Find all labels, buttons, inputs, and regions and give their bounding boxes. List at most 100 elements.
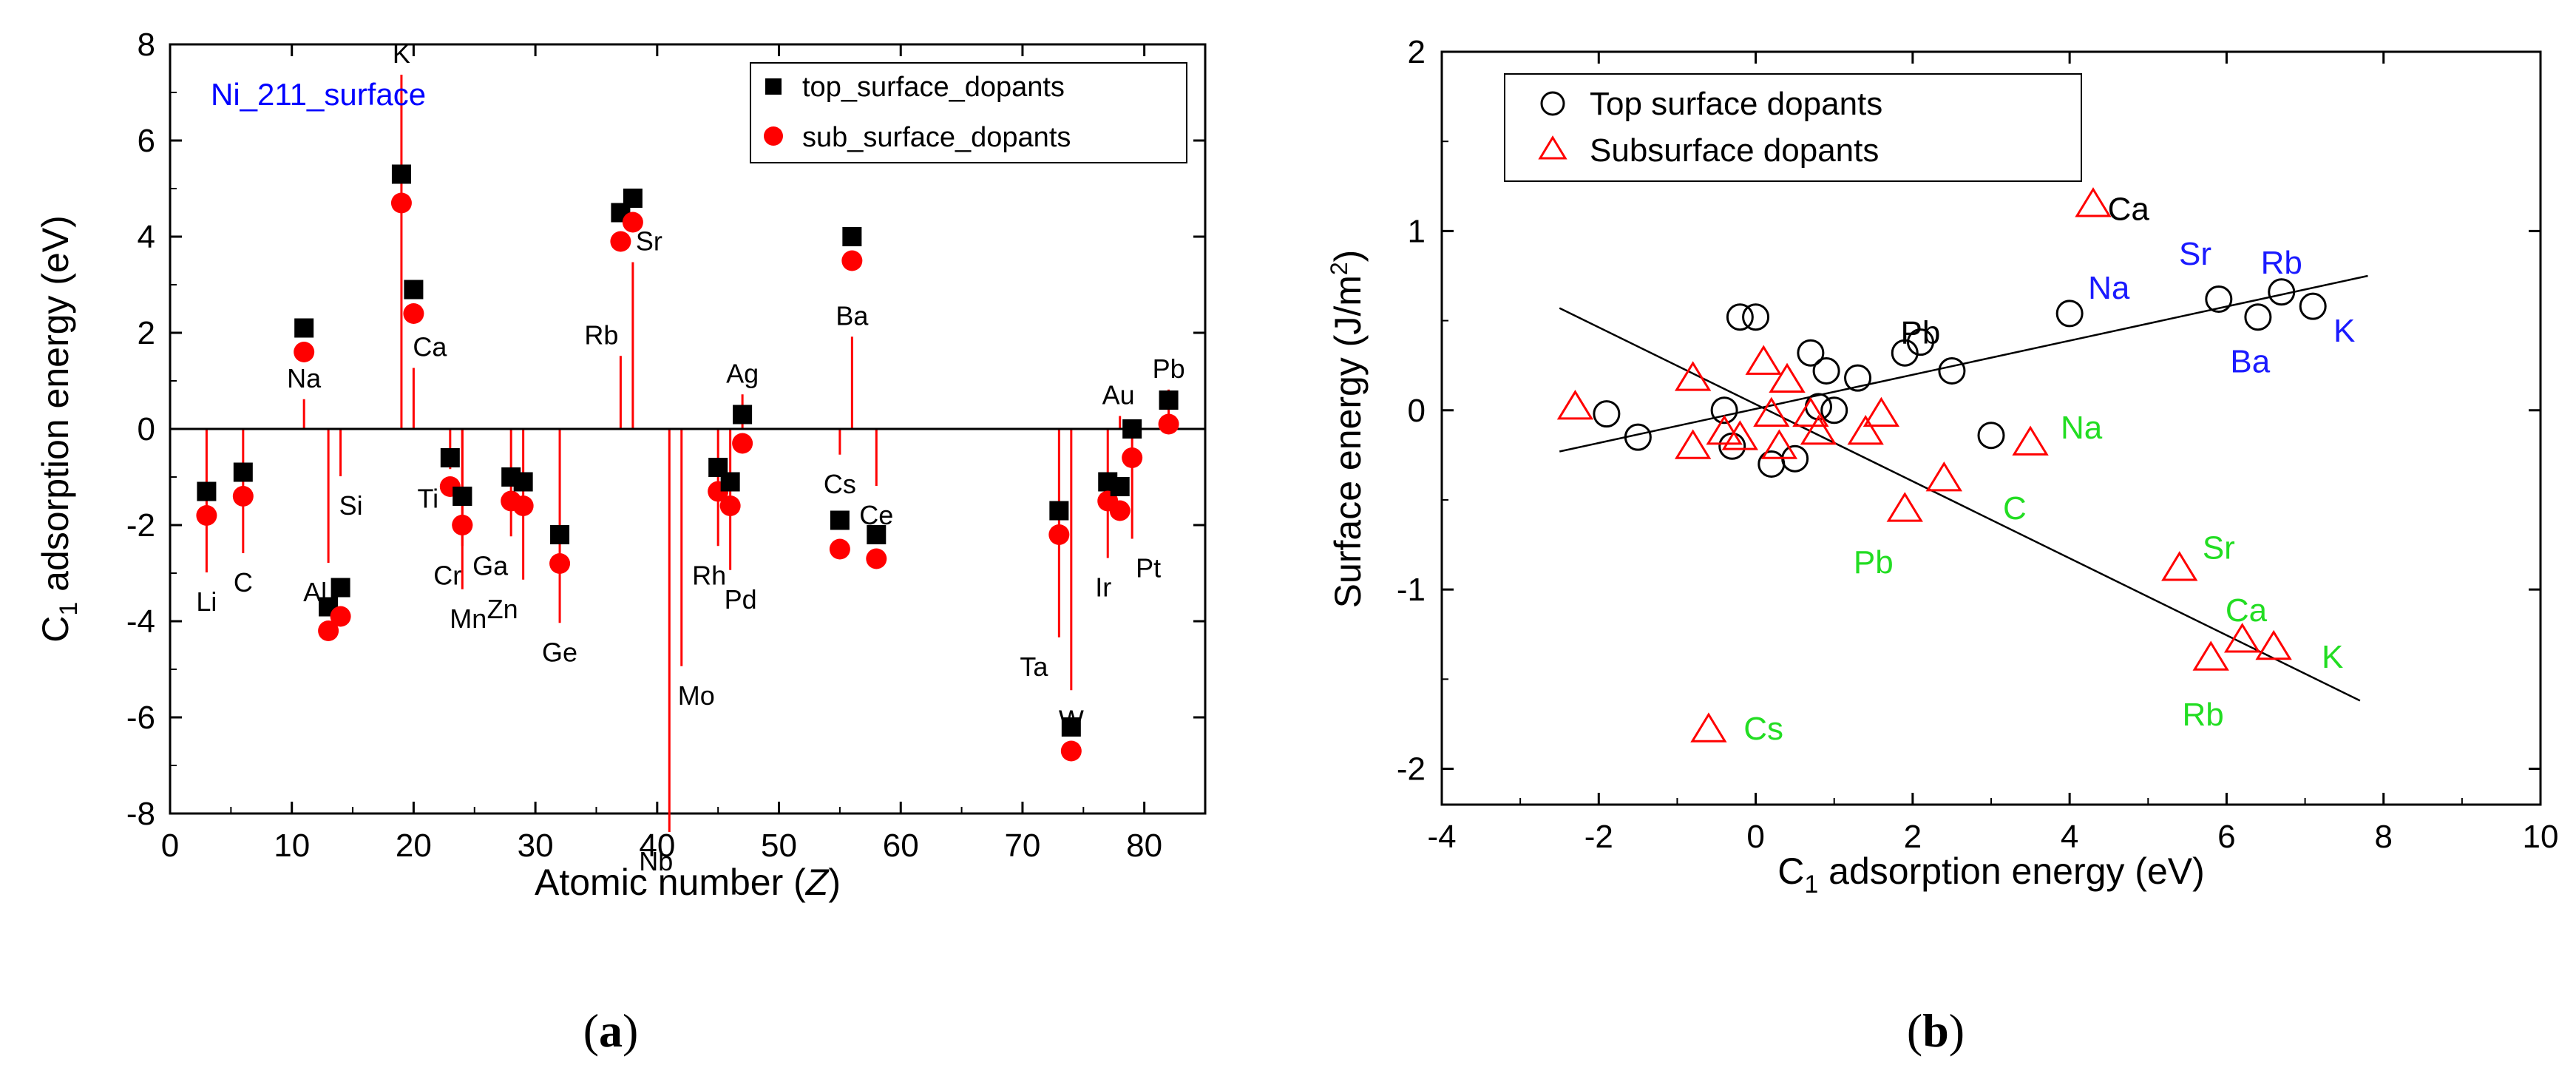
point-top-18: [2205, 285, 2233, 313]
label-Si: Si: [339, 490, 363, 521]
label-Pb: Pb: [1153, 354, 1185, 384]
label-K: K: [393, 38, 410, 69]
xtick-b-label-3: 2: [1904, 819, 1922, 855]
annotation-pb-6: Pb: [1901, 315, 1941, 351]
legend-b: Top surface dopants Subsurface dopants: [1504, 73, 2082, 182]
ytick-a-label-8: 8: [138, 27, 155, 63]
point-sub-Al: [318, 620, 339, 641]
ylabel-b-sup: 2: [1326, 262, 1352, 275]
ytick-a-label-0: -8: [126, 796, 155, 832]
plot-a-axes: 0 10 20 30 40 50 60 70 80 -8 -6 -4 -2 0 2 4 6 8: [126, 27, 1205, 864]
point-top-Au: [1110, 477, 1130, 496]
point-sub-14: [1925, 461, 1962, 492]
point-sub-Li: [196, 505, 217, 526]
point-sub-Ta: [1048, 524, 1070, 545]
annotation-pb-9: Pb: [1854, 544, 1894, 581]
point-sub-20: [2255, 629, 2292, 660]
point-sub-K: [390, 192, 412, 214]
xlabel-a-end: ): [828, 862, 841, 903]
point-top-Ta: [1049, 501, 1069, 521]
ylabel-b-post: ): [1327, 250, 1369, 263]
point-sub-4: [1721, 420, 1759, 450]
label-Rb: Rb: [584, 319, 618, 350]
xtick-a-label-4: 40: [639, 828, 675, 864]
ytick-b-label-4: 2: [1408, 34, 1426, 70]
point-sub-21: [1690, 712, 1727, 743]
point-sub-7: [1760, 429, 1798, 459]
point-sub-12: [1862, 396, 1900, 427]
point-sub-3: [1706, 414, 1743, 445]
xtick-b-label-4: 4: [2061, 819, 2078, 855]
inset-title: Ni_211_surface: [211, 77, 426, 112]
ylabel-a-post: adsorption energy (eV): [35, 215, 76, 602]
annotation-c-8: C: [2003, 490, 2027, 527]
plot-a-stems: [205, 75, 1170, 832]
label-Ga: Ga: [472, 550, 509, 581]
ytick-b-label-3: 1: [1408, 213, 1426, 249]
point-sub-Na: [294, 342, 315, 362]
label-Rh: Rh: [692, 560, 726, 590]
point-sub-C: [232, 486, 254, 507]
point-top-W: [1061, 717, 1081, 737]
xtick-a-label-7: 70: [1004, 828, 1040, 864]
xlabel-a-main: Atomic number (: [535, 862, 806, 903]
xtick-a-label-5: 50: [761, 828, 797, 864]
point-top-14: [1906, 328, 1934, 356]
point-top-Mn: [453, 487, 472, 506]
point-top-Zn: [513, 472, 533, 492]
ytick-b-label-0: -2: [1397, 751, 1426, 788]
annotation-na-1: Na: [2088, 270, 2130, 306]
point-top-2: [1710, 396, 1738, 425]
xtick-b-label-1: -2: [1584, 819, 1613, 855]
label-Zn: Zn: [487, 594, 518, 624]
annotation-sr-10: Sr: [2203, 530, 2235, 566]
annotation-rb-13: Rb: [2182, 697, 2223, 733]
label-Ta: Ta: [1020, 652, 1048, 682]
plot-b-annotations: Ca Na Sr Rb Ba K Pb Na C Pb Sr Ca K Rb Cs: [1743, 191, 2355, 747]
annotation-sr-2: Sr: [2179, 236, 2211, 272]
xtick-b-label-5: 6: [2217, 819, 2235, 855]
point-top-Na: [294, 318, 314, 338]
ytick-b-label-1: -1: [1397, 572, 1426, 608]
label-Pt: Pt: [1136, 553, 1161, 584]
label-Ca: Ca: [413, 332, 447, 362]
xlabel-a-var: Z: [805, 862, 830, 903]
legend-a: top_surface_dopants sub_surface_dopants: [750, 62, 1187, 163]
label-Ir: Ir: [1095, 572, 1111, 603]
point-sub-Mn: [452, 515, 473, 535]
label-Au: Au: [1102, 380, 1135, 410]
point-top-Ge: [550, 525, 570, 544]
legend-a-sub-label: sub_surface_dopants: [802, 122, 1071, 153]
annotation-k-5: K: [2333, 313, 2355, 349]
point-sub-19: [2192, 640, 2229, 671]
xtick-a-label-8: 80: [1126, 828, 1162, 864]
ytick-a-label-2: -4: [126, 603, 155, 640]
label-Cs: Cs: [824, 469, 856, 499]
xtick-a-label-1: 10: [274, 828, 310, 864]
xtick-a-label-0: 0: [161, 828, 179, 864]
point-top-Ba: [842, 227, 862, 246]
point-sub-17: [2161, 551, 2198, 581]
label-Mo: Mo: [678, 680, 715, 711]
point-top-19: [2244, 303, 2272, 331]
point-top-21: [2299, 292, 2327, 320]
ylabel-a-pre: C: [35, 616, 76, 643]
plot-b-fit-lines: [1559, 274, 2368, 702]
point-top-C: [233, 462, 253, 482]
plot-b-ylabel: Surface energy (J/m2): [1326, 250, 1369, 609]
annotation-cs-14: Cs: [1743, 711, 1783, 747]
label-Ba: Ba: [835, 300, 869, 331]
ytick-a-label-7: 6: [138, 123, 155, 159]
point-top-3: [1726, 303, 1754, 331]
label-Al: Al: [303, 577, 327, 607]
ylabel-a-sub: 1: [55, 602, 83, 616]
point-top-Pt: [1122, 419, 1142, 439]
point-top-K: [391, 164, 411, 184]
annotation-ca-0: Ca: [2108, 191, 2150, 227]
point-sub-Ce: [866, 548, 887, 569]
point-top-1: [1624, 423, 1652, 451]
xlabel-b-post: adsorption energy (eV): [1818, 850, 2205, 892]
point-sub-Ba: [841, 250, 863, 271]
point-sub-Ag: [732, 433, 753, 454]
